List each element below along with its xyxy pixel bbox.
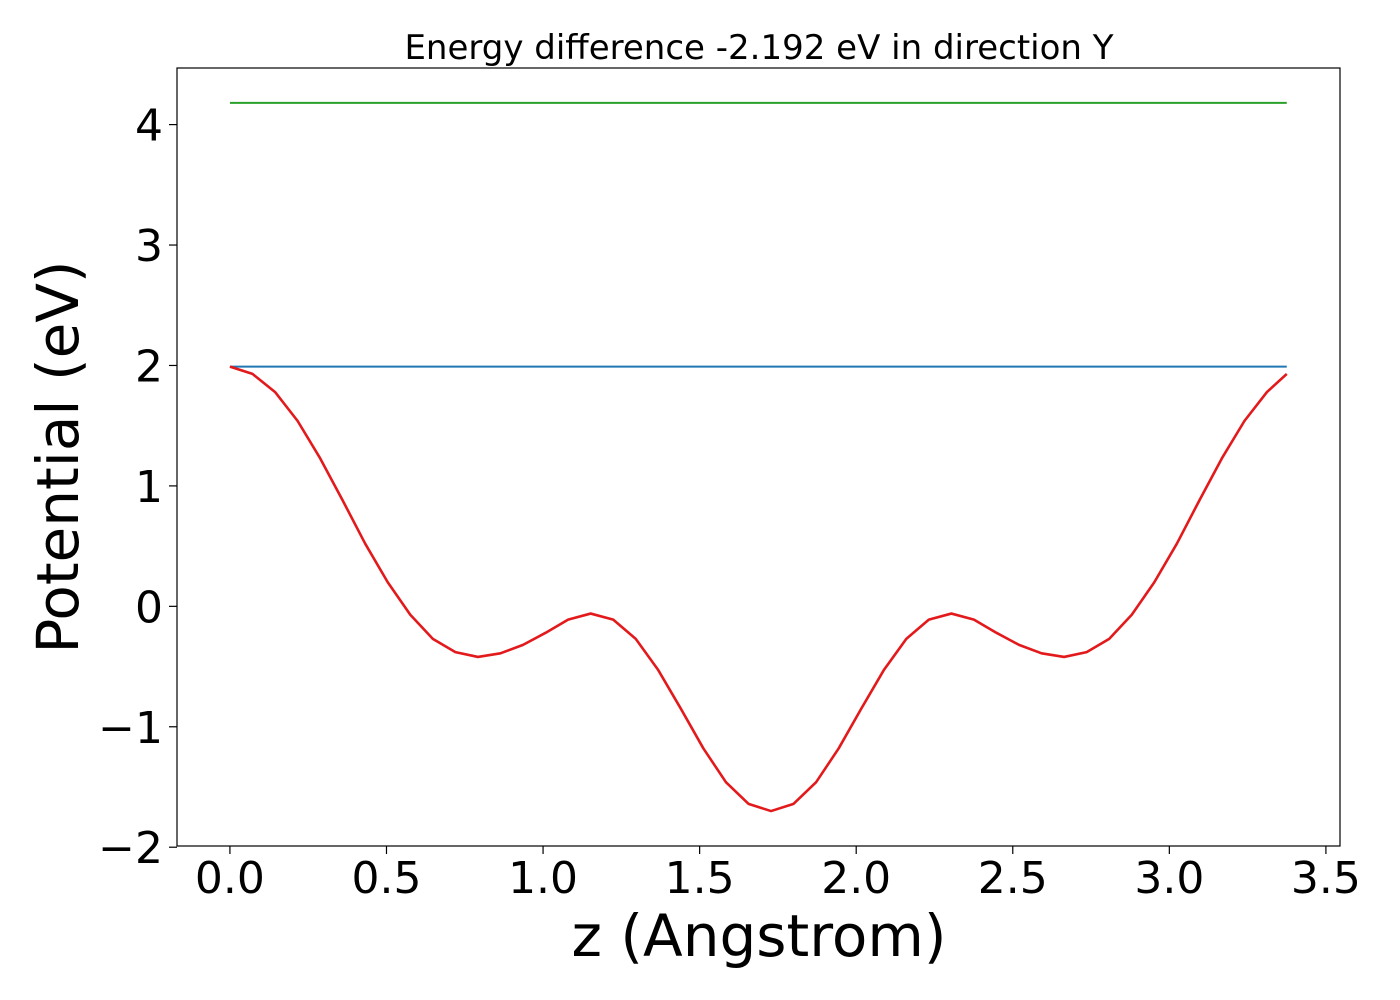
plot-frame (176, 67, 1341, 847)
x-tick-label: 2.0 (821, 853, 891, 904)
x-axis-label: z (Angstrom) (572, 902, 947, 970)
y-tick-label: −1 (98, 703, 163, 754)
y-tick-label: 3 (135, 221, 163, 272)
y-tick-label: −2 (98, 823, 163, 874)
y-axis: −2 −1 0 1 2 3 4 (98, 101, 177, 874)
x-tick-label: 2.5 (978, 853, 1048, 904)
chart-title: Energy difference -2.192 eV in direction… (404, 28, 1113, 68)
x-tick-label: 3.5 (1291, 853, 1361, 904)
x-axis: 0.0 0.5 1.0 1.5 2.0 2.5 3.0 3.5 (195, 846, 1361, 904)
x-tick-label: 1.0 (508, 853, 578, 904)
y-axis-label: Potential (eV) (24, 260, 92, 653)
x-tick-label: 1.5 (665, 853, 735, 904)
y-tick-label: 1 (135, 462, 163, 513)
y-tick-label: 4 (135, 101, 163, 152)
y-tick-label: 2 (135, 341, 163, 392)
series-line-2 (229, 365, 1288, 813)
series-layer (229, 101, 1288, 813)
x-tick-label: 0.5 (351, 853, 421, 904)
x-tick-label: 3.0 (1134, 853, 1204, 904)
y-tick-label: 0 (135, 582, 163, 633)
x-tick-label: 0.0 (195, 853, 265, 904)
